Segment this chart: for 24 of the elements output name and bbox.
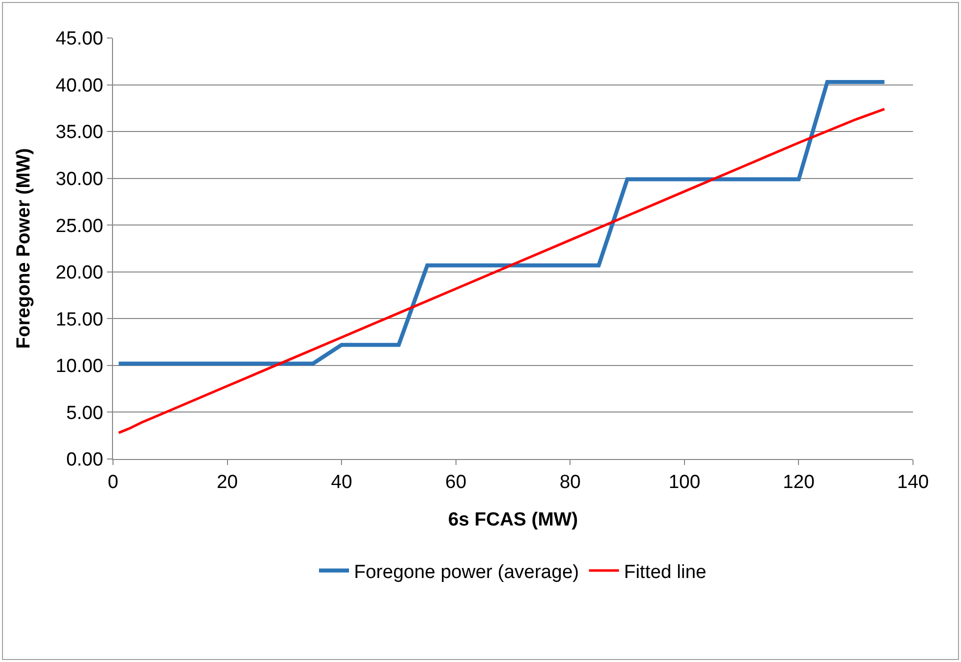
x-tick-label: 100 [668, 472, 700, 493]
x-tick-label: 40 [331, 472, 352, 493]
y-tick-label: 15.00 [56, 309, 104, 330]
legend-label: Fitted line [624, 562, 706, 583]
y-tick-label: 0.00 [66, 450, 104, 471]
y-axis-title: Foregone Power (MW) [14, 148, 35, 349]
line-series [116, 80, 886, 366]
y-tick-label: 40.00 [56, 75, 104, 96]
x-tick-label: 140 [897, 472, 929, 493]
x-tick-label: 120 [782, 472, 815, 493]
y-tick-label: 45.00 [56, 28, 104, 50]
x-axis-title: 6s FCAS (MW) [448, 510, 578, 531]
x-tick-label: 20 [216, 472, 238, 493]
y-tick-label: 20.00 [56, 262, 104, 284]
y-tick-label: 10.00 [56, 356, 104, 378]
x-tick-label: 80 [560, 472, 581, 493]
x-tick-label: 0 [108, 472, 118, 493]
y-tick-label: 35.00 [56, 122, 104, 144]
x-tick-label: 60 [445, 472, 466, 493]
legend-label: Foregone power (average) [354, 562, 579, 583]
y-tick-label: 25.00 [56, 216, 104, 237]
y-tick-label: 30.00 [56, 168, 104, 190]
y-tick-label: 5.00 [66, 402, 104, 424]
line-series [117, 108, 886, 434]
